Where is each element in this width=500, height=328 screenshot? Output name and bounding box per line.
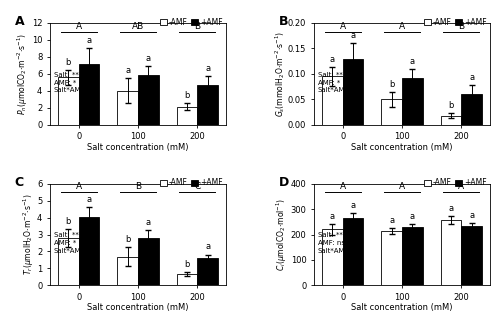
Y-axis label: $G_s$(mmolH$_2$O$\cdot$m$^{-2}$$\cdot$s$^{-1}$): $G_s$(mmolH$_2$O$\cdot$m$^{-2}$$\cdot$s$…	[272, 31, 286, 117]
Text: a: a	[389, 215, 394, 225]
Text: a: a	[330, 55, 335, 64]
Text: Salt: **
AMF: *
Salt*AMF:ns: Salt: ** AMF: * Salt*AMF:ns	[54, 233, 95, 254]
Text: a: a	[205, 242, 210, 252]
Bar	[198, 85, 218, 125]
Bar	[176, 107, 198, 125]
Bar	[118, 91, 138, 125]
Bar	[322, 76, 342, 125]
Text: B: B	[279, 15, 288, 28]
Text: b: b	[448, 101, 454, 110]
Text: AB: AB	[132, 22, 144, 31]
X-axis label: Salt concentration (mM): Salt concentration (mM)	[351, 303, 453, 312]
Text: b: b	[66, 57, 71, 67]
Text: Salt: **
AMF: *
Salt*AMF:ns: Salt: ** AMF: * Salt*AMF:ns	[54, 72, 95, 93]
Bar	[382, 99, 402, 125]
Legend: -AMF, +AMF: -AMF, +AMF	[156, 175, 226, 190]
Y-axis label: $C_i$($\mu$molCO$_2$$\cdot$mol$^{-1}$): $C_i$($\mu$molCO$_2$$\cdot$mol$^{-1}$)	[274, 198, 289, 271]
Bar	[382, 231, 402, 285]
Text: A: A	[76, 22, 82, 31]
X-axis label: Salt concentration (mM): Salt concentration (mM)	[351, 143, 453, 152]
Y-axis label: $P_n$($\mu$molCO$_2$$\cdot$m$^{-2}$$\cdot$s$^{-1}$): $P_n$($\mu$molCO$_2$$\cdot$m$^{-2}$$\cdo…	[16, 33, 30, 115]
Text: A: A	[458, 182, 464, 191]
Bar	[440, 115, 462, 125]
Bar	[462, 226, 482, 285]
Bar	[58, 238, 78, 285]
Text: a: a	[86, 195, 92, 204]
Text: a: a	[330, 212, 335, 221]
X-axis label: Salt concentration (mM): Salt concentration (mM)	[88, 303, 189, 312]
Text: A: A	[399, 182, 405, 191]
Legend: -AMF, +AMF: -AMF, +AMF	[420, 175, 490, 190]
Bar	[138, 75, 158, 125]
Text: A: A	[76, 182, 82, 191]
Text: A: A	[340, 182, 346, 191]
Text: a: a	[86, 36, 92, 45]
Text: D: D	[279, 175, 289, 189]
Text: a: a	[448, 204, 454, 213]
Bar	[342, 59, 363, 125]
Text: B: B	[135, 182, 141, 191]
Text: b: b	[66, 216, 71, 226]
Bar	[58, 77, 78, 125]
Legend: -AMF, +AMF: -AMF, +AMF	[156, 14, 226, 30]
Bar	[342, 218, 363, 285]
Bar	[462, 94, 482, 125]
Bar	[78, 64, 100, 125]
Text: a: a	[350, 201, 356, 210]
Text: Salt: **
AMF: ns
Salt*AMF:ns: Salt: ** AMF: ns Salt*AMF:ns	[318, 233, 359, 254]
Text: B: B	[458, 22, 464, 31]
Text: a: a	[350, 31, 356, 40]
Text: B: B	[194, 22, 200, 31]
Text: a: a	[469, 73, 474, 82]
Text: b: b	[184, 92, 190, 100]
Text: a: a	[205, 64, 210, 73]
Text: A: A	[340, 22, 346, 31]
Bar	[198, 258, 218, 285]
Text: a: a	[125, 66, 130, 75]
Text: C: C	[15, 175, 24, 189]
Text: b: b	[389, 80, 394, 89]
Text: C: C	[194, 182, 200, 191]
Bar	[78, 217, 100, 285]
Text: A: A	[15, 15, 24, 28]
Bar	[402, 227, 422, 285]
Text: a: a	[469, 211, 474, 220]
Legend: -AMF, +AMF: -AMF, +AMF	[420, 14, 490, 30]
Text: Salt: **
AMF: *
Salt*AMF:ns: Salt: ** AMF: * Salt*AMF:ns	[318, 72, 359, 93]
Text: a: a	[146, 218, 151, 227]
Bar	[118, 256, 138, 285]
Text: b: b	[125, 235, 130, 244]
Text: A: A	[399, 22, 405, 31]
Text: b: b	[184, 260, 190, 269]
Bar	[440, 220, 462, 285]
Text: a: a	[146, 54, 151, 63]
X-axis label: Salt concentration (mM): Salt concentration (mM)	[88, 143, 189, 152]
Bar	[402, 78, 422, 125]
Bar	[176, 274, 198, 285]
Text: a: a	[410, 212, 415, 221]
Bar	[138, 238, 158, 285]
Y-axis label: $T_r$($\mu$molH$_2$O$\cdot$m$^{-2}$$\cdot$s$^{-1}$): $T_r$($\mu$molH$_2$O$\cdot$m$^{-2}$$\cdo…	[21, 194, 35, 275]
Bar	[322, 229, 342, 285]
Text: a: a	[410, 57, 415, 66]
